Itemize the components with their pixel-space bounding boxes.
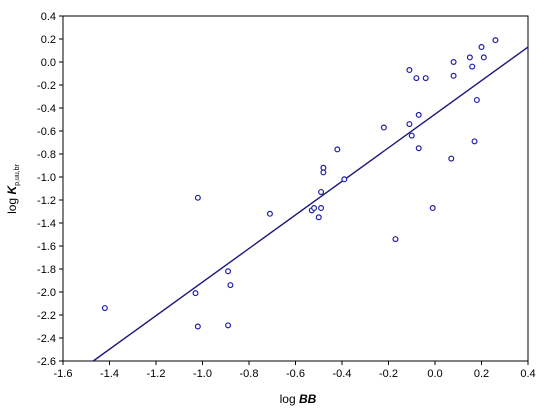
y-tick-label: -0.2 bbox=[37, 80, 56, 92]
data-point bbox=[101, 305, 108, 312]
data-point bbox=[192, 290, 199, 297]
data-point bbox=[448, 155, 455, 162]
data-point bbox=[478, 44, 485, 51]
data-point bbox=[422, 75, 429, 82]
data-point bbox=[311, 205, 318, 212]
data-point bbox=[406, 121, 413, 128]
data-point bbox=[194, 194, 201, 201]
y-tick-label: -2.4 bbox=[37, 333, 56, 345]
data-point bbox=[469, 63, 476, 70]
data-point bbox=[450, 72, 457, 79]
data-point bbox=[415, 111, 422, 118]
data-point bbox=[225, 322, 232, 329]
x-tick-label: -1.2 bbox=[147, 368, 166, 380]
data-point bbox=[320, 169, 327, 176]
y-tick-label: -1.2 bbox=[37, 195, 56, 207]
y-tick-label: 0.0 bbox=[41, 57, 56, 69]
y-tick-label: -2.0 bbox=[37, 287, 56, 299]
plot-frame bbox=[62, 15, 529, 362]
y-tick-label: -1.0 bbox=[37, 172, 56, 184]
data-point bbox=[266, 210, 273, 217]
data-point bbox=[194, 323, 201, 330]
x-tick-label: -0.6 bbox=[286, 368, 305, 380]
data-points bbox=[101, 37, 499, 330]
x-tick-label: 0.0 bbox=[427, 368, 442, 380]
y-tick-label: -0.4 bbox=[37, 103, 56, 115]
x-tick-label: 0.2 bbox=[474, 368, 489, 380]
y-tick-label: 0.2 bbox=[41, 34, 56, 46]
y-tick-label: 0.4 bbox=[41, 11, 56, 23]
data-point bbox=[473, 96, 480, 103]
data-point bbox=[413, 75, 420, 82]
data-point bbox=[408, 132, 415, 139]
data-point bbox=[334, 146, 341, 153]
data-point bbox=[315, 214, 322, 221]
y-tick-label: -1.8 bbox=[37, 264, 56, 276]
x-axis-ticks: -1.6 -1.4 -1.2 -1.0 -0.8 -0.6 -0.4 -0.2 0.0 0.2 0.… bbox=[54, 361, 536, 380]
data-point bbox=[492, 37, 499, 44]
data-point bbox=[227, 282, 234, 289]
x-tick-label: 0.4 bbox=[520, 368, 535, 380]
x-tick-label: -1.6 bbox=[54, 368, 73, 380]
y-tick-label: -0.8 bbox=[37, 149, 56, 161]
x-axis-label: log BB bbox=[280, 392, 317, 406]
data-point bbox=[318, 205, 325, 212]
data-point bbox=[380, 124, 387, 131]
x-tick-label: -0.4 bbox=[333, 368, 352, 380]
data-point bbox=[406, 67, 413, 74]
y-tick-label: -0.6 bbox=[37, 126, 56, 138]
data-point bbox=[471, 138, 478, 145]
y-tick-label: -2.2 bbox=[37, 310, 56, 322]
y-axis-ticks: -2.6 -2.4 -2.2 -2.0 -1.8 -1.6 -1.4 -1.2 -1.0 -0.8… bbox=[37, 11, 63, 368]
data-point bbox=[318, 188, 325, 195]
data-point bbox=[341, 176, 348, 183]
data-point bbox=[415, 145, 422, 152]
y-axis-label: log Kp,uu,br bbox=[5, 163, 21, 213]
y-tick-label: -2.6 bbox=[37, 356, 56, 368]
y-tick-label: -1.4 bbox=[37, 218, 56, 230]
y-tick-label: -1.6 bbox=[37, 241, 56, 253]
regression-line-group bbox=[92, 46, 529, 362]
data-point bbox=[429, 205, 436, 212]
x-tick-label: -1.0 bbox=[193, 368, 212, 380]
regression-line bbox=[92, 46, 529, 362]
x-tick-label: -1.4 bbox=[100, 368, 119, 380]
x-tick-label: -0.8 bbox=[240, 368, 259, 380]
data-point bbox=[225, 268, 232, 275]
data-point bbox=[392, 236, 399, 243]
plot-area bbox=[62, 15, 529, 362]
data-point bbox=[466, 54, 473, 61]
data-point bbox=[450, 58, 457, 65]
x-tick-label: -0.2 bbox=[379, 368, 398, 380]
data-point bbox=[480, 54, 487, 61]
